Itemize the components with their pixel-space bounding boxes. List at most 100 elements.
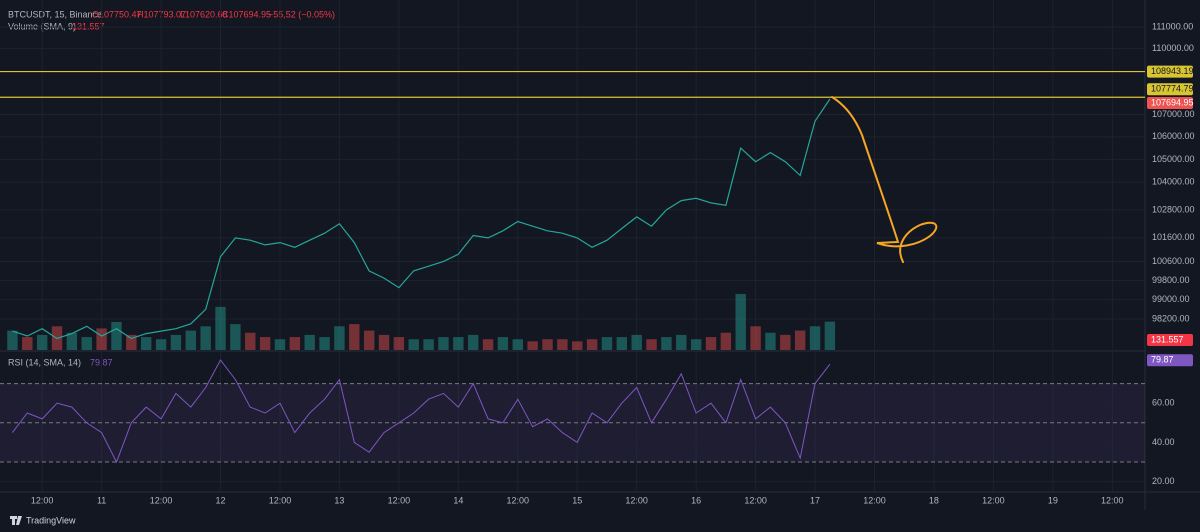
y-tick-label: 98200.00 bbox=[1152, 313, 1190, 323]
volume-bar bbox=[22, 337, 33, 350]
volume-bar bbox=[230, 324, 241, 350]
volume-bar bbox=[393, 337, 405, 350]
volume-bar bbox=[438, 337, 449, 350]
volume-bar bbox=[81, 337, 92, 350]
volume-bar bbox=[542, 339, 553, 350]
x-tick-label: 12:00 bbox=[625, 495, 648, 505]
volume-bar bbox=[794, 330, 806, 350]
close: C107694.95 bbox=[222, 9, 271, 19]
last-volume: 131.557 bbox=[1151, 334, 1184, 344]
x-tick-label: 12:00 bbox=[507, 495, 530, 505]
y-tick-label: 111000.00 bbox=[1152, 21, 1193, 31]
volume-bar bbox=[319, 337, 330, 350]
rsi-line bbox=[12, 359, 831, 464]
volume-bar bbox=[676, 334, 687, 350]
volume-value: 131.557 bbox=[72, 21, 105, 31]
x-tick-label: 15 bbox=[572, 495, 582, 505]
volume-bar bbox=[482, 339, 494, 350]
y-tick-label: 107000.00 bbox=[1152, 109, 1195, 119]
volume-bar bbox=[7, 330, 18, 350]
y-tick-label: 100600.00 bbox=[1152, 256, 1195, 266]
volume-bar bbox=[512, 339, 523, 350]
y-tick-label: 99800.00 bbox=[1152, 275, 1190, 285]
volume-bar bbox=[363, 330, 375, 350]
y-tick-label: 20.00 bbox=[1152, 476, 1175, 486]
x-tick-label: 14 bbox=[453, 495, 463, 505]
volume-bar bbox=[170, 334, 182, 350]
x-tick-label: 13 bbox=[334, 495, 344, 505]
volume-bar bbox=[572, 341, 583, 350]
y-tick-label: 104000.00 bbox=[1152, 177, 1195, 187]
y-tick-label: 99000.00 bbox=[1152, 294, 1190, 304]
volume-bar bbox=[259, 337, 271, 350]
x-tick-label: 16 bbox=[691, 495, 701, 505]
x-tick-label: 12:00 bbox=[982, 495, 1005, 505]
volume-bar bbox=[616, 337, 628, 350]
level-label-box bbox=[1147, 65, 1193, 78]
volume-bar bbox=[631, 334, 642, 350]
volume-bar bbox=[705, 337, 717, 350]
y-tick-label: 106000.00 bbox=[1152, 131, 1195, 141]
x-tick-label: 17 bbox=[810, 495, 820, 505]
volume-bar bbox=[646, 339, 657, 350]
volume-bar bbox=[601, 337, 613, 350]
volume-bar bbox=[497, 337, 509, 350]
open: O107750.47 bbox=[92, 9, 142, 19]
volume-bar bbox=[245, 332, 256, 350]
volume-bar bbox=[586, 339, 598, 350]
volume-bar bbox=[36, 334, 48, 350]
x-tick-label: 12:00 bbox=[269, 495, 292, 505]
volume-bar bbox=[215, 306, 226, 350]
x-tick-label: 12:00 bbox=[31, 495, 54, 505]
x-tick-label: 12:00 bbox=[150, 495, 173, 505]
volume-bar bbox=[334, 326, 345, 350]
volume-bar bbox=[690, 339, 702, 350]
price-line bbox=[12, 98, 831, 340]
symbol: BTCUSDT, 15, Binance bbox=[8, 9, 102, 19]
x-tick-label: 18 bbox=[929, 495, 939, 505]
y-tick-label: 102800.00 bbox=[1152, 204, 1195, 214]
volume-bar bbox=[661, 337, 672, 350]
low: L107620.68 bbox=[180, 9, 228, 19]
volume-bar bbox=[274, 339, 286, 350]
logo bbox=[10, 516, 22, 525]
volume-bar bbox=[185, 330, 196, 350]
volume-bar bbox=[557, 339, 568, 350]
y-tick-label: 40.00 bbox=[1152, 437, 1175, 447]
change: −55,52 (−0.05%) bbox=[268, 9, 335, 19]
y-tick-label: 101600.00 bbox=[1152, 232, 1195, 242]
last-rsi-box bbox=[1147, 354, 1193, 367]
volume-bar bbox=[780, 334, 791, 350]
volume-bar bbox=[200, 326, 211, 350]
x-tick-label: 11 bbox=[97, 495, 106, 505]
footer bbox=[0, 510, 1200, 532]
volume-bar bbox=[423, 339, 434, 350]
volume-bar bbox=[304, 334, 315, 350]
volume-bar bbox=[126, 334, 137, 350]
volume-bar bbox=[824, 321, 836, 350]
y-tick-label: 110000.00 bbox=[1152, 43, 1194, 53]
volume-bar bbox=[155, 339, 167, 350]
volume-bar bbox=[720, 332, 732, 350]
volume-bar bbox=[408, 339, 419, 350]
volume-bar bbox=[735, 293, 746, 350]
x-tick-label: 12:00 bbox=[388, 495, 411, 505]
x-tick-label: 19 bbox=[1048, 495, 1058, 505]
x-tick-label: 12:00 bbox=[1101, 495, 1124, 505]
volume-bar bbox=[750, 326, 761, 350]
volume-bar bbox=[66, 332, 78, 350]
volume-bar bbox=[809, 326, 821, 350]
level-label: 107774.79 bbox=[1151, 84, 1194, 94]
x-tick-label: 12:00 bbox=[744, 495, 767, 505]
volume-bar bbox=[765, 332, 776, 350]
volume-bar bbox=[289, 337, 301, 350]
volume-bar bbox=[349, 324, 360, 350]
level-label-box bbox=[1147, 83, 1193, 96]
annotation-drawing bbox=[831, 96, 938, 263]
last-rsi: 79.87 bbox=[1151, 355, 1174, 365]
y-tick-label: 105000.00 bbox=[1152, 154, 1195, 164]
volume-bar bbox=[96, 328, 107, 350]
